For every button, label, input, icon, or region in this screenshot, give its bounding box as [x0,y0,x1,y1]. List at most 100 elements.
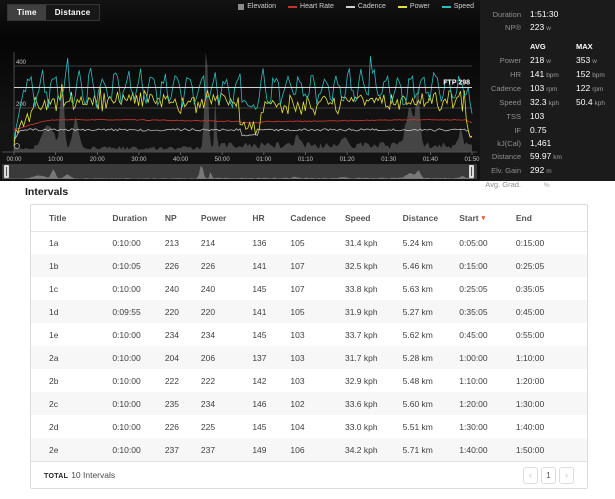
interval-cell: 0:10:05 [112,260,141,271]
interval-row-2d[interactable]: 2d 0:10:00 226 225 145 104 33.0 kph 5.51 km 1:30… [31,415,587,438]
column-header-end[interactable]: End [515,205,587,232]
chart-brush-track[interactable] [2,164,477,179]
x-axis-tick-label: 30:00 [131,157,147,163]
interval-row-2b[interactable]: 2b 0:10:00 222 222 142 103 32.9 kph 5.48 km 1:10… [31,369,587,392]
interval-cell: 1:00:00 [459,352,488,363]
stat-unit: bpm [546,71,559,79]
interval-row-2c[interactable]: 2c 0:10:00 235 234 146 102 33.6 kph 5.60 km 1:20… [31,392,587,415]
stat-unit: % [543,182,550,190]
interval-cell: 1:30:00 [515,398,545,409]
heart-rate-series [13,118,473,131]
interval-cell: 235 [164,398,180,409]
interval-cell: 145 [252,283,267,294]
cadence-swatch-icon [345,5,355,8]
interval-cell: 149 [252,444,267,455]
interval-cell: 2d [49,421,59,432]
interval-cell: 107 [290,260,305,271]
interval-cell: 222 [200,375,216,386]
tab-time[interactable]: Time [8,5,46,20]
stat-row-if: IF 0.75 [480,124,615,137]
interval-row-1a[interactable]: 1a 0:10:00 213 214 136 105 31.4 kph 5.24 km 0:05… [31,231,587,254]
legend-item-speed[interactable]: Speed [441,3,474,10]
stat-value: 0.75 [530,124,547,135]
interval-cell: 107 [290,283,305,294]
interval-cell: 105 [290,306,305,317]
interval-cell: 1:40:00 [515,421,545,432]
column-header-start[interactable]: Start ▾ [459,205,516,232]
y-axis-tick-label: 400 [16,60,27,66]
interval-row-2e[interactable]: 2e 0:10:00 237 237 149 106 34.2 kph 5.71 km 1:40… [31,438,587,461]
interval-cell: 0:55:00 [515,329,545,340]
intervals-table-footer: TOTAL 10 Intervals ‹ 1 › [31,461,587,488]
interval-cell: 204 [164,352,180,363]
ftp-label: FTP 298 [443,79,470,86]
interval-cell: 34.2 kph [344,444,378,455]
legend-item-power[interactable]: Power [397,3,430,10]
legend-item-heart-rate[interactable]: Heart Rate [288,3,334,10]
stat-label: Power [499,55,521,65]
interval-cell: 146 [252,398,267,409]
column-header-cadence[interactable]: Cadence [290,205,345,232]
interval-cell: 226 [164,260,180,271]
stat-unit: m [546,168,552,176]
interval-cell: 240 [200,283,216,294]
stat-value: 1:51:30 [530,9,559,19]
interval-cell: 220 [200,306,216,317]
interval-cell: 1:20:00 [515,375,545,386]
stat-label: Avg. Grad. [485,180,521,190]
stat-value: 32.3 kph [530,97,560,108]
interval-cell: 220 [164,306,180,317]
stat-unit: kph [548,100,560,108]
stat-label: Duration [492,10,521,19]
stat-label: NP® [505,23,521,33]
column-header-np[interactable]: NP [164,205,201,232]
interval-row-1e[interactable]: 1e 0:10:00 234 234 145 103 33.7 kph 5.62 km 0:45… [31,323,587,346]
y-axis-tick-label: 200 [16,102,27,108]
x-axis-tick-label: 01:00 [256,157,272,163]
interval-cell: 31.4 kph [344,237,378,248]
column-header-duration[interactable]: Duration [112,205,165,232]
interval-cell: 5.28 km [402,352,433,363]
x-axis-tick-label: 20:00 [90,157,106,163]
stat-value: 103 rpm [530,83,558,94]
column-header-speed[interactable]: Speed [344,205,403,232]
legend-item-cadence[interactable]: Cadence [345,3,386,10]
interval-row-1c[interactable]: 1c 0:10:00 240 240 145 107 33.8 kph 5.63 km 0:25… [31,277,587,300]
interval-cell: 104 [290,421,305,432]
stat-unit: w [592,57,597,65]
power-series [13,84,473,147]
interval-cell: 5.60 km [402,398,433,409]
activity-chart-panel: Time Distance Elevation Heart Rate Cadence P… [0,0,480,181]
column-header-hr[interactable]: HR [252,205,291,232]
total-label: TOTAL [44,473,69,480]
interval-cell: 2e [49,444,59,455]
stat-column-header: AVG [530,42,546,52]
activity-summary-panel: Time Distance Elevation Heart Rate Cadence P… [0,0,615,189]
interval-cell: 237 [200,444,216,455]
interval-row-2a[interactable]: 2a 0:10:00 204 206 137 103 31.7 kph 5.28 km 1:00… [31,346,587,369]
stat-value: 59.97 km [530,151,562,162]
stat-value: 1,461 [530,137,552,148]
interval-row-1d[interactable]: 1d 0:09:55 220 220 141 105 31.9 kph 5.27 km 0:35… [31,300,587,323]
activity-chart[interactable]: 400 200 FTP 298 00:00 10:00 20:00 30:00 40:00 50… [0,0,480,181]
legend-label: Cadence [357,3,386,10]
chart-legend: Elevation Heart Rate Cadence Power Speed [238,3,474,10]
interval-row-1b[interactable]: 1b 0:10:05 226 226 141 107 32.5 kph 5.46 km 0:15… [31,254,587,277]
tab-distance[interactable]: Distance [45,5,100,20]
page-number-button[interactable]: 1 [541,466,556,484]
interval-cell: 0:45:00 [459,329,488,340]
interval-cell: 214 [200,237,216,248]
interval-cell: 5.46 km [402,260,433,271]
interval-cell: 1:50:00 [515,444,545,455]
stat-unit: km [553,154,562,162]
prev-page-button[interactable]: ‹ [523,466,538,484]
legend-item-elevation[interactable]: Elevation [238,3,276,10]
next-page-button[interactable]: › [559,466,574,484]
interval-cell: 0:15:00 [515,237,545,248]
stat-value: 223 w [530,22,551,33]
column-header-power[interactable]: Power [200,205,253,232]
column-header-title[interactable]: Title [31,205,113,232]
column-header-distance[interactable]: Distance [402,205,460,232]
total-count: 10 Intervals [71,470,116,480]
interval-cell: 1:10:00 [459,375,488,386]
